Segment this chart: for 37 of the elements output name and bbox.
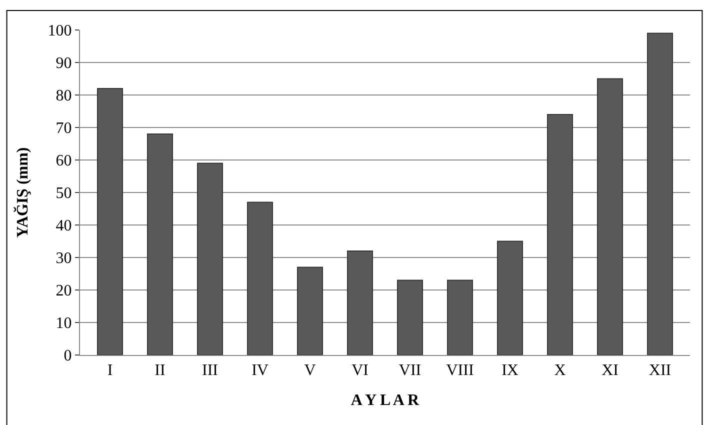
x-tick-label: IV [252,362,269,380]
y-tick-label: 60 [56,152,72,170]
bar [397,280,423,355]
y-tick-label: 0 [64,348,72,365]
x-tick-label: VIII [446,362,474,380]
bar [347,250,373,355]
y-tick-label: 20 [56,282,72,300]
x-tick-label: XII [648,362,672,380]
y-tick-label: 90 [56,55,72,72]
bar [297,266,323,355]
y-axis-title: YAĞIŞ (mm) [14,147,32,238]
y-tick-label: 10 [56,315,72,332]
bar [647,32,673,355]
y-tick-label: 80 [56,88,72,105]
x-axis-title: A Y L A R [350,392,420,409]
y-tick-label: 50 [56,185,72,202]
x-tick-label: VII [398,362,422,380]
bar [197,162,223,355]
bar [247,202,273,355]
x-tick-label: I [107,362,113,380]
x-tick-label: X [554,362,566,380]
bar [147,134,173,355]
bar [547,114,573,355]
bar [447,280,473,355]
x-tick-label: III [202,362,218,380]
y-tick-label: 100 [48,22,72,40]
bar [597,78,623,355]
bar [97,88,123,355]
x-tick-label: XI [602,362,618,380]
bar [497,240,523,355]
y-tick-label: 40 [56,218,72,235]
y-tick-label: 70 [56,120,72,138]
x-tick-label: VI [352,362,368,380]
x-tick-label: V [304,362,316,380]
x-tick-label: II [154,362,166,380]
x-tick-label: IX [502,362,519,380]
y-tick-label: 30 [56,250,72,268]
